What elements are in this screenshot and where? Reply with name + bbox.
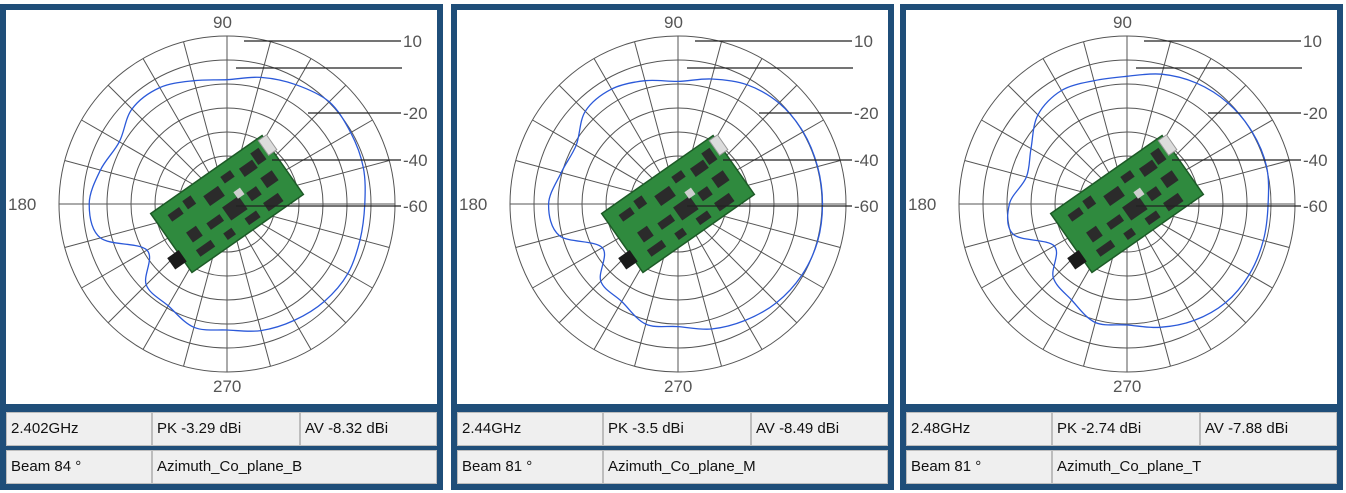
angle-label: 180 bbox=[459, 195, 487, 214]
plane-name-cell: Azimuth_Co_plane_T bbox=[1052, 450, 1337, 484]
angle-label: 270 bbox=[1113, 377, 1141, 396]
angle-label: 270 bbox=[213, 377, 241, 396]
radial-scale-label: -40 bbox=[854, 151, 879, 170]
angle-label: 90 bbox=[664, 13, 683, 32]
average-gain-cell: AV -7.88 dBi bbox=[1200, 412, 1337, 446]
frequency-cell: 2.44GHz bbox=[457, 412, 603, 446]
radial-scale-label: -20 bbox=[854, 104, 879, 123]
radial-scale-label: -20 bbox=[1303, 104, 1328, 123]
peak-gain-cell: PK -3.29 dBi bbox=[152, 412, 300, 446]
chart-panel-1: 90 180 270 10 -20 -40 -60 2.402GHz PK -3.29 dBi A… bbox=[0, 4, 443, 490]
polar-plot-area: 90 180 270 10 -20 -40 -60 bbox=[457, 10, 888, 404]
pcb-board-image bbox=[149, 134, 305, 274]
polar-chart-svg: 90 180 270 10 -20 -40 -60 bbox=[6, 13, 428, 396]
angle-label: 90 bbox=[213, 13, 232, 32]
polar-plot-area: 90 180 270 10 -20 -40 -60 bbox=[6, 10, 437, 404]
pcb-board-image bbox=[600, 134, 756, 274]
angle-label: 270 bbox=[664, 377, 692, 396]
radial-scale-label: -40 bbox=[1303, 151, 1328, 170]
peak-gain-cell: PK -3.5 dBi bbox=[603, 412, 751, 446]
pattern-trace-series bbox=[1007, 73, 1270, 329]
plane-name-cell: Azimuth_Co_plane_M bbox=[603, 450, 888, 484]
radial-scale-label: -60 bbox=[1303, 197, 1328, 216]
radial-scale-label: -40 bbox=[403, 151, 428, 170]
polar-chart-svg: 90 180 270 10 -20 -40 -60 bbox=[457, 13, 879, 396]
chart-panel-2: 90 180 270 10 -20 -40 -60 2.44GHz PK -3.5 dBi AV … bbox=[451, 4, 894, 490]
beam-cell: Beam 84 ° bbox=[6, 450, 152, 484]
radial-scale-label: 10 bbox=[1303, 32, 1322, 51]
radial-scale-label: 10 bbox=[854, 32, 873, 51]
measurement-info-table: 2.44GHz PK -3.5 dBi AV -8.49 dBi Beam 81 ° A… bbox=[457, 412, 888, 486]
radial-scale-label: -20 bbox=[403, 104, 428, 123]
pcb-board-image bbox=[1049, 134, 1205, 274]
pattern-trace-series bbox=[547, 78, 824, 330]
polar-chart-svg: 90 180 270 10 -20 -40 -60 bbox=[906, 13, 1328, 396]
frequency-cell: 2.402GHz bbox=[6, 412, 152, 446]
radial-scale-label: -60 bbox=[403, 197, 428, 216]
radial-scale-label: -60 bbox=[854, 197, 879, 216]
polar-plot-area: 90 180 270 10 -20 -40 -60 bbox=[906, 10, 1337, 404]
average-gain-cell: AV -8.32 dBi bbox=[300, 412, 437, 446]
pattern-trace-series bbox=[88, 76, 366, 332]
angle-label: 180 bbox=[8, 195, 36, 214]
frequency-cell: 2.48GHz bbox=[906, 412, 1052, 446]
chart-panel-3: 90 180 270 10 -20 -40 -60 2.48GHz PK -2.74 dBi AV… bbox=[900, 4, 1343, 490]
beam-cell: Beam 81 ° bbox=[457, 450, 603, 484]
average-gain-cell: AV -8.49 dBi bbox=[751, 412, 888, 446]
angle-label: 180 bbox=[908, 195, 936, 214]
angle-label: 90 bbox=[1113, 13, 1132, 32]
peak-gain-cell: PK -2.74 dBi bbox=[1052, 412, 1200, 446]
measurement-info-table: 2.48GHz PK -2.74 dBi AV -7.88 dBi Beam 81 °… bbox=[906, 412, 1337, 486]
measurement-info-table: 2.402GHz PK -3.29 dBi AV -8.32 dBi Beam 84 … bbox=[6, 412, 437, 486]
plane-name-cell: Azimuth_Co_plane_B bbox=[152, 450, 437, 484]
beam-cell: Beam 81 ° bbox=[906, 450, 1052, 484]
radial-scale-label: 10 bbox=[403, 32, 422, 51]
